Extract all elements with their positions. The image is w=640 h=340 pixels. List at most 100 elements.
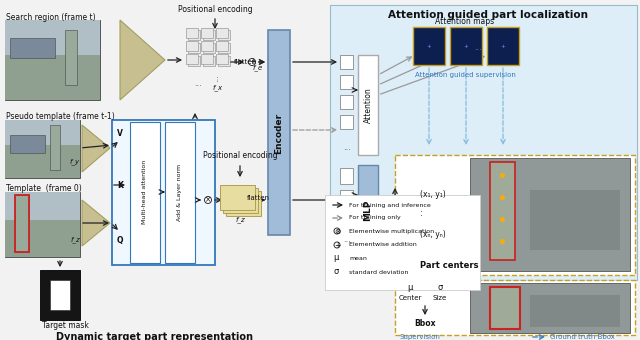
Text: f_e: f_e: [253, 65, 263, 71]
Bar: [186, 41, 198, 51]
Bar: [218, 30, 230, 40]
Text: Target mask: Target mask: [42, 321, 88, 329]
Bar: [188, 30, 200, 40]
Bar: [490, 287, 520, 329]
Text: Attention guided part localization: Attention guided part localization: [388, 10, 588, 20]
Bar: [15, 195, 29, 252]
Circle shape: [334, 228, 340, 234]
Text: Attention: Attention: [364, 87, 372, 123]
Bar: [358, 55, 378, 155]
Text: ...: ...: [211, 74, 221, 82]
Text: Add & Layer norm: Add & Layer norm: [177, 164, 182, 221]
Bar: [358, 165, 378, 255]
Bar: [5, 145, 80, 178]
Text: (xₙ, yₙ): (xₙ, yₙ): [420, 230, 445, 239]
Bar: [165, 122, 195, 263]
Bar: [218, 43, 230, 53]
Text: For training and inference: For training and inference: [349, 203, 431, 207]
Bar: [10, 38, 55, 58]
Text: standard deviation: standard deviation: [349, 270, 408, 274]
Text: +: +: [249, 57, 255, 67]
Bar: [490, 162, 515, 260]
Text: ...: ...: [343, 236, 351, 244]
Bar: [203, 56, 215, 66]
Text: Size: Size: [433, 295, 447, 301]
Bar: [340, 168, 353, 184]
Circle shape: [334, 242, 340, 248]
Text: +: +: [463, 44, 468, 49]
Text: Bbox: Bbox: [414, 319, 436, 327]
Text: Q: Q: [116, 236, 124, 244]
Bar: [5, 20, 100, 100]
Bar: [340, 115, 353, 129]
Bar: [201, 41, 213, 51]
Text: flatten: flatten: [246, 195, 269, 201]
Bar: [340, 75, 353, 89]
Bar: [5, 120, 80, 178]
Text: MLP: MLP: [364, 199, 372, 221]
Text: Part centers: Part centers: [420, 260, 479, 270]
Bar: [223, 188, 258, 213]
Text: V: V: [117, 129, 123, 137]
Bar: [216, 28, 228, 38]
Bar: [50, 125, 60, 170]
Bar: [188, 43, 200, 53]
Text: μ: μ: [407, 284, 413, 292]
Bar: [188, 56, 200, 66]
Bar: [5, 120, 80, 145]
Text: Elementwise addition: Elementwise addition: [349, 242, 417, 248]
Bar: [325, 195, 480, 290]
Text: f_z: f_z: [70, 237, 80, 243]
Bar: [112, 120, 215, 265]
Bar: [340, 190, 353, 206]
Text: ⊗: ⊗: [334, 226, 340, 236]
Text: σ: σ: [333, 268, 339, 276]
Bar: [186, 54, 198, 64]
Bar: [216, 54, 228, 64]
Bar: [530, 190, 620, 250]
Bar: [203, 30, 215, 40]
Text: ×: ×: [205, 195, 211, 204]
Text: Dynamic target part representation: Dynamic target part representation: [56, 332, 253, 340]
Bar: [220, 185, 255, 210]
Bar: [450, 27, 482, 65]
Bar: [216, 41, 228, 51]
Bar: [340, 95, 353, 109]
Text: Positional encoding: Positional encoding: [203, 151, 277, 159]
Text: μ: μ: [333, 254, 339, 262]
Bar: [50, 280, 70, 310]
Bar: [130, 122, 160, 263]
Text: Encoder: Encoder: [275, 113, 284, 154]
Bar: [201, 54, 213, 64]
Text: Pseudo template (frame t-1): Pseudo template (frame t-1): [6, 112, 115, 121]
Bar: [395, 155, 635, 275]
Text: Supervision: Supervision: [400, 334, 441, 340]
Text: mean: mean: [349, 255, 367, 260]
Text: Positional encoding: Positional encoding: [178, 5, 252, 15]
Bar: [530, 295, 620, 327]
Text: +: +: [334, 240, 340, 250]
Text: f_y: f_y: [70, 159, 80, 165]
Bar: [186, 28, 198, 38]
Text: σ: σ: [437, 284, 443, 292]
Polygon shape: [82, 200, 110, 246]
Bar: [340, 212, 353, 228]
Text: Attention maps: Attention maps: [435, 17, 495, 27]
Bar: [226, 191, 261, 216]
Text: ...: ...: [343, 143, 351, 153]
Bar: [470, 158, 630, 271]
Bar: [15, 195, 29, 252]
Bar: [5, 20, 100, 55]
Text: :: :: [420, 208, 423, 218]
Bar: [490, 287, 520, 329]
Text: ...: ...: [194, 80, 202, 88]
Text: Search region (frame t): Search region (frame t): [6, 13, 95, 22]
Bar: [5, 192, 80, 257]
Polygon shape: [82, 125, 110, 172]
Bar: [490, 162, 515, 260]
Polygon shape: [120, 20, 165, 100]
Text: Template  (frame 0): Template (frame 0): [6, 184, 82, 193]
Bar: [395, 280, 635, 335]
Text: Elementwise multiplication: Elementwise multiplication: [349, 228, 434, 234]
Bar: [65, 30, 77, 85]
